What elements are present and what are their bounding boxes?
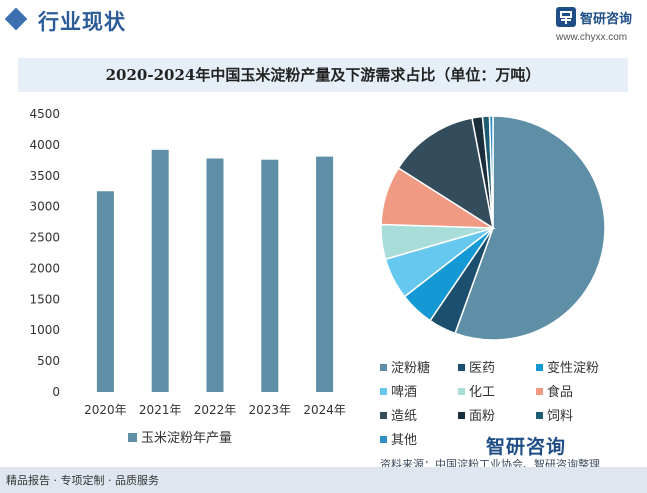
bar: [261, 159, 279, 392]
pie-legend-swatch: [536, 388, 543, 395]
brand-name: 智研咨询: [580, 12, 633, 27]
y-tick-label: 4500: [29, 107, 60, 121]
brand-url: www.chyxx.com: [556, 32, 628, 43]
legend-swatch: [128, 433, 137, 442]
pie-slice: [454, 115, 606, 341]
legend-label: 玉米淀粉年产量: [141, 431, 232, 446]
pie-legend-label: 啤酒: [391, 385, 417, 400]
pie-legend-label: 淀粉糖: [391, 360, 430, 376]
x-tick-label: 2020年: [84, 403, 127, 417]
bar: [316, 156, 334, 392]
y-tick-label: 500: [37, 354, 60, 368]
pie-slice: [397, 117, 495, 230]
bar: [96, 191, 114, 392]
brand-logo-icon: [556, 7, 576, 27]
y-tick-label: 3000: [29, 200, 60, 214]
pie-legend-swatch: [536, 412, 543, 419]
pie-legend-swatch: [380, 436, 387, 443]
y-tick-label: 2500: [29, 231, 60, 245]
footer-bar: 精品报告 · 专项定制 · 品质服务: [0, 467, 647, 493]
y-tick-label: 1500: [29, 292, 60, 306]
y-tick-label: 4000: [29, 138, 60, 152]
y-tick-label: 1000: [29, 323, 60, 337]
y-tick-label: 3500: [29, 169, 60, 183]
pie-legend-swatch: [458, 364, 465, 371]
footer-logo: 智研咨询: [486, 436, 567, 458]
pie-legend-swatch: [458, 388, 465, 395]
footer-tagline: 精品报告 · 专项定制 · 品质服务: [6, 474, 159, 487]
pie-legend-label: 饲料: [547, 409, 573, 424]
x-tick-label: 2021年: [139, 403, 182, 417]
pie-legend-swatch: [458, 412, 465, 419]
x-tick-label: 2022年: [194, 403, 237, 417]
chart-title: 2020-2024年中国玉米淀粉产量及下游需求占比（单位：万吨）: [105, 66, 541, 84]
pie-legend-label: 化工: [469, 385, 495, 400]
pie-legend-label: 面粉: [469, 409, 495, 424]
y-tick-label: 0: [52, 385, 60, 399]
pie-legend-label: 造纸: [391, 409, 417, 424]
chart-title-band: 2020-2024年中国玉米淀粉产量及下游需求占比（单位：万吨）: [18, 58, 628, 92]
y-tick-label: 2000: [29, 261, 60, 275]
page-title: 行业现状: [38, 10, 126, 34]
header-bar: 行业现状 智研咨询 www.chyxx.com: [0, 0, 647, 44]
pie-legend-label: 医药: [469, 361, 495, 376]
pie-legend-swatch: [380, 364, 387, 371]
pie-legend-swatch: [380, 412, 387, 419]
bar: [206, 158, 224, 392]
x-tick-label: 2023年: [249, 403, 292, 417]
pie-legend-label: 其他: [391, 433, 417, 448]
pie-legend-label: 变性淀粉: [547, 360, 599, 376]
pie-legend-swatch: [380, 388, 387, 395]
pie-slice: [488, 115, 494, 229]
bar: [151, 149, 169, 392]
pie-legend-label: 食品: [547, 384, 573, 400]
x-tick-label: 2024年: [303, 403, 346, 417]
pie-legend-swatch: [536, 364, 543, 371]
